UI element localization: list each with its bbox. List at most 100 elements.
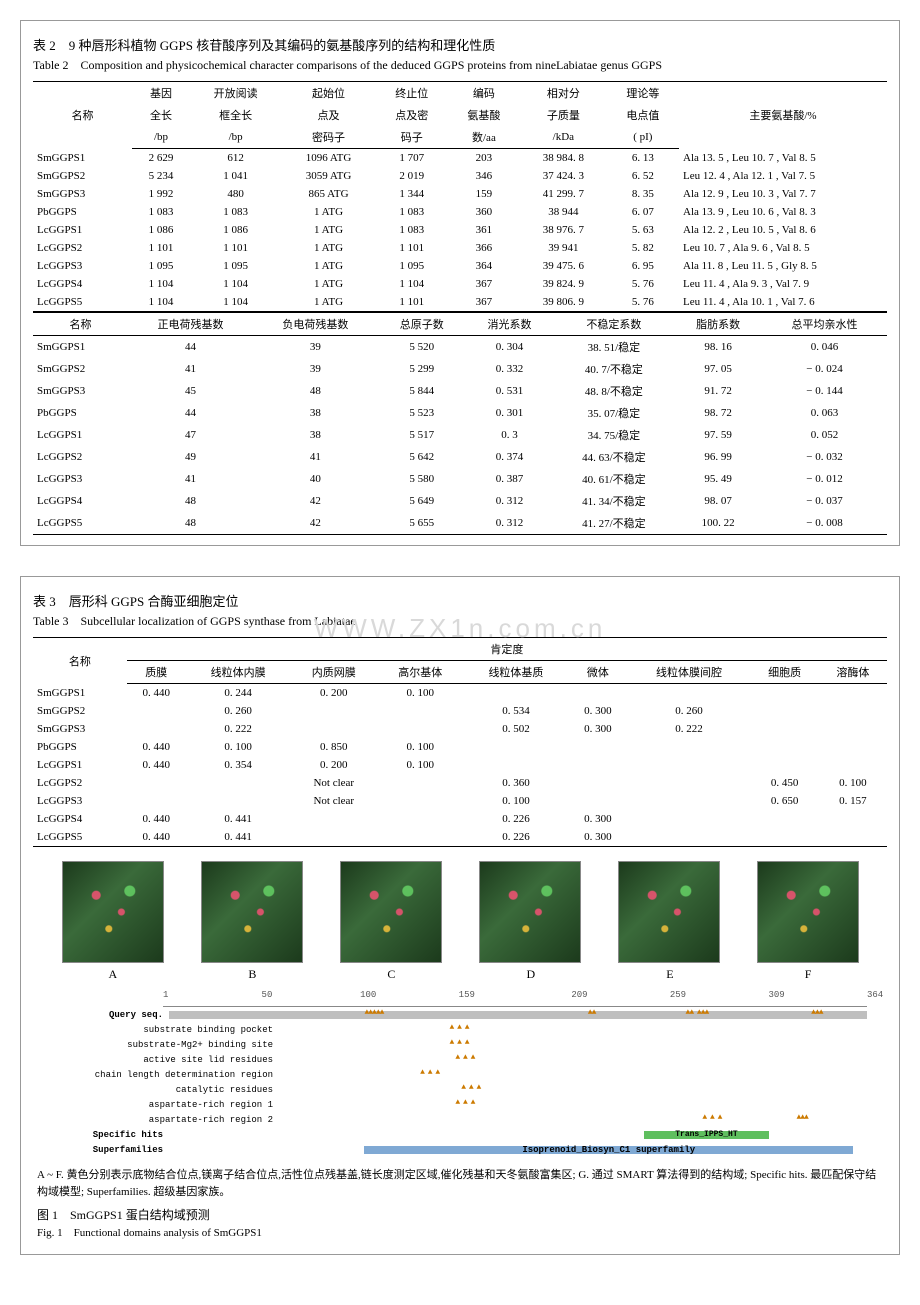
cell: − 0. 144 [762, 380, 887, 402]
cell [464, 684, 569, 703]
cell [819, 828, 887, 847]
table-row: SmGGPS30. 2220. 5020. 3000. 222 [33, 720, 887, 738]
t2b-name: 名称 [33, 313, 128, 336]
cell: 6. 95 [607, 257, 679, 275]
cell: LcGGPS5 [33, 293, 132, 312]
cell: 5. 76 [607, 275, 679, 293]
cell: 0. 301 [466, 402, 554, 424]
cell: 1 344 [376, 185, 448, 203]
cell: SmGGPS2 [33, 167, 132, 185]
cell: 48. 8/不稳定 [553, 380, 674, 402]
cell: 1096 ATG [281, 149, 375, 168]
cell: 480 [190, 185, 282, 203]
cell [127, 792, 186, 810]
t3h-group: 肯定度 [127, 638, 887, 661]
table-row: LcGGPS21 1011 1011 ATG1 10136639 9415. 8… [33, 239, 887, 257]
thumb-labels: A B C D E F [43, 967, 877, 982]
cell [751, 684, 819, 703]
table-row: SmGGPS12 6296121096 ATG1 70720338 984. 8… [33, 149, 887, 168]
cell [819, 702, 887, 720]
cell: 0. 440 [127, 756, 186, 774]
t2h-aa2: 氨基酸 [448, 104, 520, 126]
feature-markers: ▲ ▲ ▲ [461, 1083, 480, 1092]
t3h-c4: 高尔基体 [377, 661, 464, 684]
t2h-mw1: 相对分 [520, 82, 607, 105]
cell: 0. 441 [186, 810, 291, 828]
t2h-pi2: 电点值 [607, 104, 679, 126]
domain-feature-row: substrate binding pocket▲ ▲ ▲ [43, 1023, 877, 1037]
domain-super-track: Isoprenoid_Biosyn_C1 superfamily [169, 1145, 867, 1155]
cell: 366 [448, 239, 520, 257]
cell: 6. 13 [607, 149, 679, 168]
table2-block: 表 2 9 种唇形科植物 GGPS 核苷酸序列及其编码的氨基酸序列的结构和理化性… [20, 20, 900, 546]
thumb-lab-d: D [527, 967, 536, 982]
cell [627, 792, 750, 810]
cell: 0. 244 [186, 684, 291, 703]
t3h-c5: 线粒体基质 [464, 661, 569, 684]
cell: PbGGPS [33, 402, 128, 424]
cell [568, 738, 627, 756]
cell: 5 649 [378, 490, 466, 512]
cell: 6. 07 [607, 203, 679, 221]
scale-tick: 50 [262, 990, 273, 1000]
table-row: LcGGPS40. 4400. 4410. 2260. 300 [33, 810, 887, 828]
table-row: SmGGPS241395 2990. 33240. 7/不稳定97. 05− 0… [33, 358, 887, 380]
cell [377, 792, 464, 810]
cell [291, 720, 378, 738]
cell: 1 ATG [281, 203, 375, 221]
cell: 0. 332 [466, 358, 554, 380]
cell: 0. 100 [377, 756, 464, 774]
cell: 37 424. 3 [520, 167, 607, 185]
cell: 2 019 [376, 167, 448, 185]
cell: PbGGPS [33, 738, 127, 756]
cell: 98. 72 [674, 402, 762, 424]
cell [464, 756, 569, 774]
cell [751, 756, 819, 774]
cell: 39 824. 9 [520, 275, 607, 293]
cell: 5 517 [378, 424, 466, 446]
cell: 1 ATG [281, 293, 375, 312]
table-row: SmGGPS345485 8440. 53148. 8/不稳定91. 72− 0… [33, 380, 887, 402]
thumb-f [757, 861, 859, 963]
domain-super-label: Superfamilies [43, 1145, 169, 1155]
cell: 0. 222 [186, 720, 291, 738]
cell: 91. 72 [674, 380, 762, 402]
cell: 48 [128, 512, 253, 535]
cell: 98. 16 [674, 336, 762, 359]
cell [627, 810, 750, 828]
table-row: PbGGPS44385 5230. 30135. 07/稳定98. 720. 0… [33, 402, 887, 424]
cell: 0. 531 [466, 380, 554, 402]
table3: 名称 肯定度 质膜 线粒体内膜 内质网膜 高尔基体 线粒体基质 微体 线粒体膜间… [33, 637, 887, 847]
cell [568, 774, 627, 792]
table-row: SmGGPS144395 5200. 30438. 51/稳定98. 160. … [33, 336, 887, 359]
cell: 0. 226 [464, 810, 569, 828]
cell: 42 [253, 512, 378, 535]
cell: 5 580 [378, 468, 466, 490]
cell [377, 810, 464, 828]
cell: SmGGPS3 [33, 720, 127, 738]
cell: 38 944 [520, 203, 607, 221]
table-row: LcGGPS51 1041 1041 ATG1 10136739 806. 95… [33, 293, 887, 312]
cell: 1 095 [376, 257, 448, 275]
cell: Not clear [291, 792, 378, 810]
cell: 5 299 [378, 358, 466, 380]
cell: 0. 3 [466, 424, 554, 446]
cell: Leu 11. 4 , Ala 10. 1 , Val 7. 6 [679, 293, 887, 312]
cell: 41 [128, 468, 253, 490]
cell: 5. 76 [607, 293, 679, 312]
cell: 1 095 [132, 257, 190, 275]
table-row: PbGGPS0. 4400. 1000. 8500. 100 [33, 738, 887, 756]
cell: Leu 10. 7 , Ala 9. 6 , Val 8. 5 [679, 239, 887, 257]
table-row: SmGGPS31 992480865 ATG1 34415941 299. 78… [33, 185, 887, 203]
cell: 0. 534 [464, 702, 569, 720]
cell [751, 828, 819, 847]
cell: 97. 59 [674, 424, 762, 446]
cell: Ala 13. 5 , Leu 10. 7 , Val 8. 5 [679, 149, 887, 168]
cell: 203 [448, 149, 520, 168]
table-row: LcGGPS548425 6550. 31241. 27/不稳定100. 22−… [33, 512, 887, 535]
domain-feature-track: ▲ ▲ ▲ [279, 1040, 867, 1050]
cell: 0. 650 [751, 792, 819, 810]
cell: SmGGPS3 [33, 380, 128, 402]
cell: − 0. 024 [762, 358, 887, 380]
cell: 49 [128, 446, 253, 468]
